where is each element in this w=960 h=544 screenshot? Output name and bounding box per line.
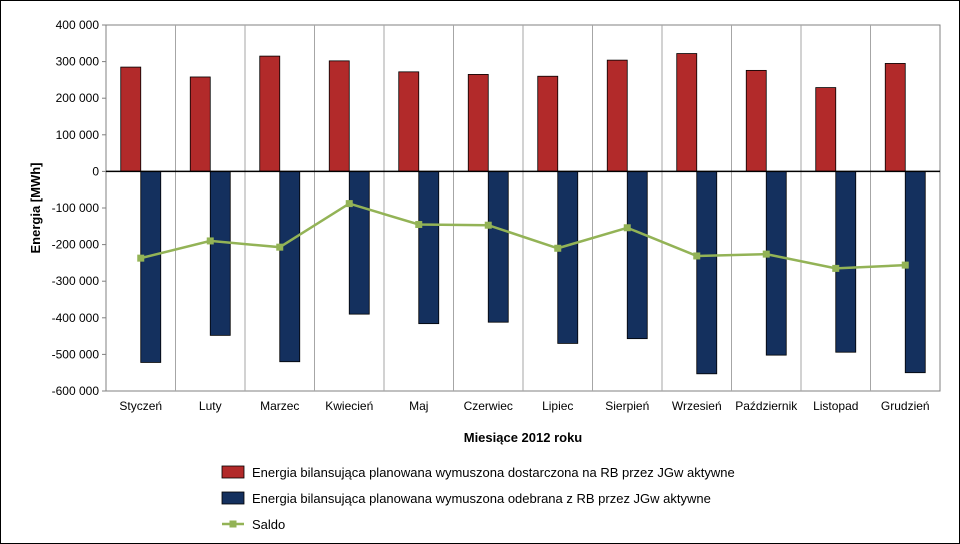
bar-delivered	[120, 66, 142, 172]
saldo-point	[554, 244, 562, 252]
y-tick-label: 100 000	[56, 128, 100, 142]
legend-swatch	[221, 491, 245, 505]
legend: Energia bilansująca planowana wymuszona …	[221, 465, 735, 532]
bar-received	[487, 170, 509, 323]
bar-delivered	[745, 69, 767, 172]
x-tick-label: Czerwiec	[464, 399, 513, 413]
bar-delivered	[189, 76, 211, 172]
saldo-point	[415, 220, 423, 228]
y-axis-ticks: 400 000 300 000 200 000 100 000 0 -100 000 -20…	[52, 18, 106, 398]
bar-delivered	[884, 63, 906, 172]
bar-delivered	[537, 75, 559, 172]
x-tick-label: Styczeń	[119, 399, 162, 413]
grid-lines	[175, 25, 871, 391]
y-tick-label: 200 000	[56, 91, 100, 105]
saldo-point	[762, 250, 770, 258]
bar-received	[209, 170, 231, 336]
saldo-point	[832, 264, 840, 272]
legend-label: Energia bilansująca planowana wymuszona …	[252, 465, 735, 480]
x-tick-label: Maj	[409, 399, 428, 413]
y-tick-label: -300 000	[52, 274, 100, 288]
x-tick-label: Sierpień	[605, 399, 649, 413]
bar-received	[835, 170, 857, 353]
saldo-point	[206, 237, 214, 245]
bar-received	[418, 170, 440, 325]
bar-received	[348, 170, 370, 315]
bar-received	[904, 170, 926, 374]
saldo-point	[901, 261, 909, 269]
saldo-line	[137, 200, 909, 272]
saldo-point	[345, 200, 353, 208]
x-tick-label: Lipiec	[542, 399, 573, 413]
legend-label: Saldo	[252, 517, 285, 532]
y-tick-label: -600 000	[52, 384, 100, 398]
x-tick-label: Październik	[735, 399, 798, 413]
legend-label: Energia bilansująca planowana wymuszona …	[252, 491, 711, 506]
bar-delivered	[328, 60, 350, 172]
bar-received	[696, 170, 718, 375]
x-axis-title: Miesiące 2012 roku	[464, 430, 583, 445]
x-axis-ticks: Styczeń Luty Marzec Kwiecień Maj Czerwiec Lipi…	[119, 399, 929, 413]
saldo-point	[693, 252, 701, 260]
bar-delivered	[398, 71, 420, 172]
bar-delivered	[606, 59, 628, 172]
legend-marker	[229, 520, 237, 528]
y-tick-label: 400 000	[56, 18, 100, 32]
y-tick-label: 0	[92, 164, 99, 178]
y-axis-title: Energia [MWh]	[28, 163, 43, 254]
legend-swatch	[221, 465, 245, 479]
saldo-point	[623, 224, 631, 232]
x-tick-label: Kwiecień	[325, 399, 373, 413]
bar-received	[279, 170, 301, 363]
y-tick-label: 300 000	[56, 55, 100, 69]
bar-delivered	[676, 53, 698, 172]
bar-delivered	[815, 87, 837, 172]
y-tick-label: -400 000	[52, 311, 100, 325]
x-tick-label: Wrzesień	[672, 399, 722, 413]
y-tick-label: -200 000	[52, 238, 100, 252]
x-tick-label: Luty	[199, 399, 222, 413]
bar-received	[140, 170, 162, 363]
saldo-point	[276, 243, 284, 251]
saldo-point	[137, 254, 145, 262]
bar-delivered	[467, 74, 489, 172]
x-tick-label: Grudzień	[881, 399, 930, 413]
saldo-series-line	[140, 202, 906, 270]
x-tick-label: Listopad	[813, 399, 858, 413]
bars	[120, 53, 926, 375]
bar-received	[765, 170, 787, 356]
y-tick-label: -100 000	[52, 201, 100, 215]
saldo-point	[484, 221, 492, 229]
x-tick-label: Marzec	[260, 399, 299, 413]
bar-received	[557, 170, 579, 344]
bar-delivered	[259, 55, 281, 172]
bar-received	[626, 170, 648, 340]
y-tick-label: -500 000	[52, 347, 100, 361]
